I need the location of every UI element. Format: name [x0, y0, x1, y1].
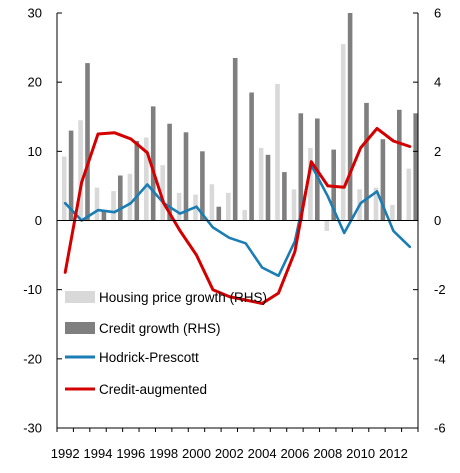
left-axis-tick-label: -10: [23, 282, 42, 297]
lines-layer: [63, 127, 412, 305]
housing-price-bar: [111, 191, 116, 221]
credit-growth-bar: [397, 109, 402, 221]
housing-price-bar: [94, 187, 100, 221]
housing-price-bar: [258, 147, 264, 221]
credit-growth-bar: [413, 113, 418, 221]
housing-price-bar: [390, 204, 395, 221]
left-axis-tick-label: 30: [28, 6, 42, 21]
credit-growth-bar: [134, 141, 140, 221]
housing-price-bar: [324, 220, 330, 231]
housing-price-bar: [373, 187, 379, 221]
credit-growth-bar: [298, 113, 304, 221]
credit-growth-bar: [200, 151, 205, 221]
bars-layer: [61, 13, 418, 231]
left-axis-tick-label: -20: [23, 351, 42, 366]
housing-price-bar: [144, 137, 149, 221]
right-axis-tick-label: -2: [434, 282, 446, 297]
credit-growth-bar: [101, 210, 107, 221]
credit-growth-bar: [216, 206, 222, 221]
right-axis-tick-label: -6: [434, 421, 446, 436]
credit-augmented-line: [63, 127, 412, 305]
credit-growth-bar: [183, 132, 189, 221]
credit-growth-bar: [150, 106, 156, 221]
housing-price-bar: [226, 192, 231, 221]
credit-growth-bar: [85, 63, 90, 221]
housing-price-bar: [160, 165, 165, 221]
housing-price-bar: [242, 210, 247, 221]
legend-swatch-housing: [65, 291, 95, 303]
x-axis-tick-label: 2004: [248, 446, 277, 461]
legend: Housing price growth (RHS) Credit growth …: [65, 290, 267, 397]
legend-swatch-credit: [65, 322, 95, 334]
credit-growth-bar: [347, 13, 353, 221]
credit-growth-bar: [265, 154, 271, 221]
legend-label: Credit growth (RHS): [99, 321, 221, 336]
x-axis-tick-label: 1992: [51, 446, 80, 461]
housing-price-bar: [209, 184, 215, 221]
x-axis-tick-label: 1996: [116, 446, 145, 461]
housing-price-bar: [275, 83, 280, 221]
legend-label: Credit-augmented: [99, 382, 207, 397]
legend-label: Housing price growth (RHS): [99, 290, 267, 305]
left-axis-tick-label: 0: [35, 213, 42, 228]
x-axis-tick-label: 1998: [149, 446, 178, 461]
housing-price-bar: [308, 147, 313, 221]
x-axis-tick-label: 2000: [182, 446, 211, 461]
x-axis-tick-label: 2006: [280, 446, 309, 461]
housing-price-bar: [176, 192, 182, 221]
x-axis-tick-label: 1994: [84, 446, 113, 461]
right-axis-tick-label: 4: [434, 75, 441, 90]
x-axis-tick-label: 2002: [215, 446, 244, 461]
left-axis-tick-label: 10: [28, 144, 42, 159]
right-axis-tick-label: 6: [434, 6, 441, 21]
credit-growth-bar: [249, 92, 254, 221]
legend-label: Hodrick-Prescott: [99, 350, 199, 365]
credit-growth-bar: [167, 123, 172, 221]
credit-growth-bar: [118, 175, 123, 221]
x-axis-tick-label: 2008: [313, 446, 342, 461]
housing-price-bar: [406, 168, 412, 221]
credit-growth-bar: [232, 58, 238, 221]
credit-growth-bar: [364, 102, 369, 221]
housing-price-bar: [291, 189, 297, 221]
housing-price-bar: [61, 156, 67, 221]
left-axis-tick-label: -30: [23, 421, 42, 436]
credit-growth-bar: [380, 139, 386, 221]
left-axis-tick-label: 20: [28, 75, 42, 90]
housing-price-bar: [127, 173, 133, 221]
housing-price-bar: [340, 44, 346, 221]
x-axis-tick-label: 2012: [379, 446, 408, 461]
credit-growth-bar: [68, 130, 74, 221]
x-axis-tick-label: 2010: [346, 446, 375, 461]
right-axis-tick-label: 0: [434, 213, 441, 228]
right-axis-tick-label: -4: [434, 351, 446, 366]
credit-growth-bar: [282, 172, 287, 221]
hodrick-prescott-line: [63, 163, 412, 278]
housing-price-bar: [78, 120, 83, 221]
right-axis-tick-label: 2: [434, 144, 441, 159]
